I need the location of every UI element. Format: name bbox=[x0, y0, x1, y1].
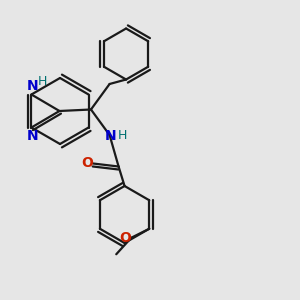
Text: N: N bbox=[27, 79, 39, 93]
Text: N: N bbox=[27, 129, 39, 143]
Text: H: H bbox=[118, 129, 127, 142]
Text: O: O bbox=[81, 156, 93, 170]
Text: N: N bbox=[104, 129, 116, 142]
Text: O: O bbox=[119, 231, 131, 245]
Text: H: H bbox=[38, 75, 47, 88]
